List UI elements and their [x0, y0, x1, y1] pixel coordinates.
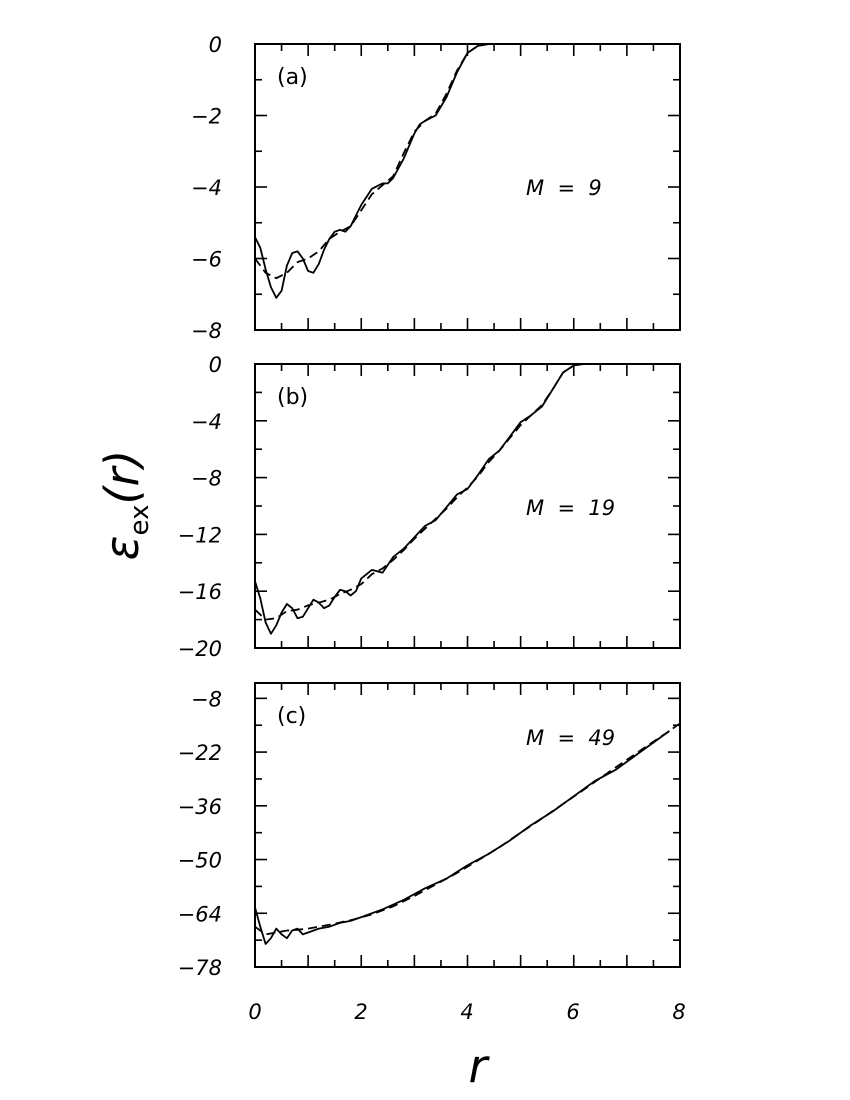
y-tick-label: −50 — [178, 849, 222, 873]
dashed-curve — [255, 364, 680, 621]
y-tick-label: −8 — [191, 687, 222, 711]
y-axis-label-argument: (r) — [95, 450, 149, 505]
plot-frame — [254, 43, 681, 331]
x-tick-labels: 0 2 4 6 8 — [248, 1000, 685, 1024]
y-tick-label: −36 — [178, 795, 222, 819]
y-tick-label: −8 — [191, 467, 222, 491]
solid-curve — [255, 730, 670, 945]
y-tick-label: −78 — [178, 956, 222, 980]
x-tick-label: 4 — [460, 1000, 473, 1024]
solid-curve — [255, 44, 680, 299]
y-tick-label: −4 — [191, 410, 222, 434]
y-tick-label: −16 — [178, 580, 222, 604]
panel-label: (a) — [277, 65, 308, 90]
y-tick-label: 0 — [209, 353, 222, 377]
m-annotation: M = 19 — [526, 496, 615, 520]
panel-b: 0 −4 −8 −12 −16 −20 (b) M = 19 — [178, 353, 681, 661]
y-tick-label: −12 — [178, 523, 222, 547]
y-axis-label: εex(r) — [95, 450, 155, 561]
y-axis-label-symbol: ε — [95, 535, 149, 560]
x-axis-label: r — [469, 1039, 491, 1093]
y-tick-label: −64 — [178, 902, 222, 926]
x-tick-label: 8 — [672, 1000, 685, 1024]
svg-text:εex(r): εex(r) — [95, 450, 155, 561]
x-tick-label: 6 — [566, 1000, 579, 1024]
y-axis-label-subscript: ex — [125, 505, 155, 536]
dashed-curve — [255, 722, 680, 936]
y-tick-label: −2 — [191, 105, 222, 129]
y-tick-label: −4 — [191, 176, 222, 200]
y-tick-label: −20 — [178, 637, 222, 661]
x-tick-label: 2 — [354, 1000, 367, 1024]
m-annotation: M = 49 — [526, 726, 615, 750]
panel-label: (b) — [277, 385, 308, 410]
plot-frame — [254, 682, 681, 968]
y-tick-label: −6 — [191, 248, 222, 272]
x-tick-label: 0 — [248, 1000, 261, 1024]
m-annotation: M = 9 — [526, 176, 602, 200]
y-tick-label: 0 — [209, 33, 222, 57]
panels: 0 −2 −4 −6 −8 (a) M = 9 0 −4 −8 −12 −16 −20 (b) M = 19… — [178, 33, 681, 980]
panel-c: −8 −22 −36 −50 −64 −78 (c) M = 49 — [178, 682, 681, 980]
y-tick-label: −8 — [191, 319, 222, 343]
panel-label: (c) — [277, 704, 306, 729]
y-tick-label: −22 — [178, 741, 222, 765]
dashed-curve — [255, 44, 680, 280]
solid-curve — [255, 364, 680, 635]
panel-a: 0 −2 −4 −6 −8 (a) M = 9 — [191, 33, 681, 343]
plot-frame — [254, 363, 681, 649]
